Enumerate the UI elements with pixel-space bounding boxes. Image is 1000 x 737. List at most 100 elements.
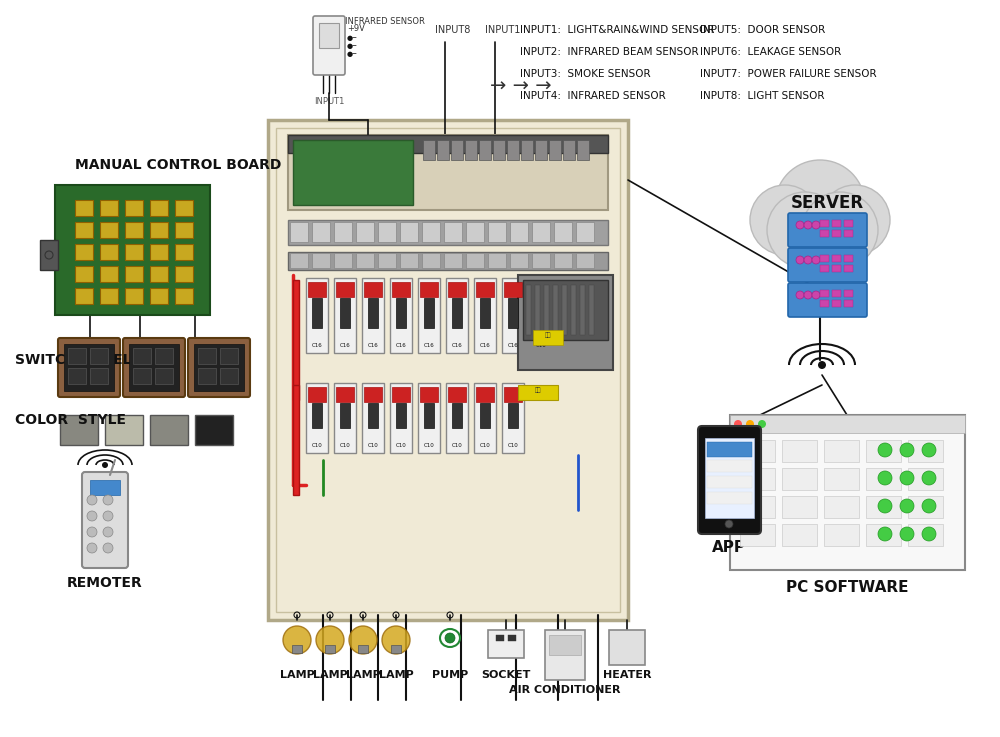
Bar <box>362 278 384 353</box>
Bar <box>466 253 484 268</box>
Bar <box>336 387 354 402</box>
FancyBboxPatch shape <box>698 426 761 534</box>
Bar <box>518 385 558 400</box>
Bar <box>293 280 299 400</box>
Bar <box>820 265 829 272</box>
Circle shape <box>349 626 377 654</box>
Circle shape <box>802 192 878 268</box>
Circle shape <box>87 495 97 505</box>
Bar <box>60 415 98 445</box>
Bar <box>75 200 93 216</box>
Bar <box>90 368 108 384</box>
Bar <box>820 290 829 297</box>
Text: C10: C10 <box>340 442 350 447</box>
Text: INPUT5:  DOOR SENSOR: INPUT5: DOOR SENSOR <box>700 25 825 35</box>
Bar <box>220 368 238 384</box>
Circle shape <box>87 527 97 537</box>
Text: C16: C16 <box>396 343 406 348</box>
Bar <box>423 140 435 160</box>
FancyBboxPatch shape <box>123 338 185 397</box>
Text: REMOTER: REMOTER <box>67 576 143 590</box>
Circle shape <box>102 462 108 468</box>
Bar <box>356 222 374 242</box>
Bar <box>100 200 118 216</box>
Bar <box>100 244 118 260</box>
Bar <box>437 140 449 160</box>
Text: SOCKET: SOCKET <box>481 670 531 680</box>
Bar <box>844 265 853 272</box>
Text: INFRARED SENSOR: INFRARED SENSOR <box>345 16 425 26</box>
Bar <box>824 496 859 518</box>
Bar <box>175 288 193 304</box>
FancyBboxPatch shape <box>58 338 120 397</box>
Text: LAMP: LAMP <box>313 670 347 680</box>
Bar <box>535 285 540 335</box>
Bar <box>832 290 841 297</box>
Text: HEATER: HEATER <box>603 670 651 680</box>
Bar <box>396 403 406 428</box>
Text: C10: C10 <box>424 442 434 447</box>
Bar <box>155 368 173 384</box>
Bar <box>268 120 628 620</box>
Bar <box>562 285 567 335</box>
Bar <box>451 140 463 160</box>
Bar <box>782 468 817 490</box>
Circle shape <box>790 215 850 275</box>
Bar <box>418 278 440 353</box>
Bar <box>707 492 752 504</box>
Bar <box>508 403 518 428</box>
Bar <box>510 253 528 268</box>
Circle shape <box>922 471 936 485</box>
Bar <box>908 524 943 546</box>
Bar <box>452 403 462 428</box>
Bar <box>390 383 412 453</box>
Text: C16: C16 <box>508 343 518 348</box>
Bar <box>175 222 193 238</box>
Bar <box>368 403 378 428</box>
Bar <box>64 344 114 391</box>
Text: INPUT2:  INFRARED BEAM SENSOR: INPUT2: INFRARED BEAM SENSOR <box>520 47 699 57</box>
Circle shape <box>804 221 812 229</box>
Bar <box>75 244 93 260</box>
Circle shape <box>758 420 766 428</box>
Bar <box>392 387 410 402</box>
Bar <box>824 524 859 546</box>
Bar <box>908 496 943 518</box>
Bar <box>198 348 216 364</box>
Bar <box>866 440 901 462</box>
Bar <box>40 240 58 270</box>
FancyBboxPatch shape <box>788 248 867 282</box>
Bar <box>782 496 817 518</box>
Bar <box>502 383 524 453</box>
Bar <box>90 480 120 495</box>
Circle shape <box>900 527 914 541</box>
Bar <box>465 140 477 160</box>
Bar <box>820 255 829 262</box>
Circle shape <box>878 499 892 513</box>
Bar <box>508 298 518 328</box>
Bar <box>150 288 168 304</box>
Bar <box>150 222 168 238</box>
Circle shape <box>812 291 820 299</box>
Bar <box>466 222 484 242</box>
Bar <box>508 635 516 641</box>
Bar <box>507 140 519 160</box>
Bar <box>418 383 440 453</box>
Bar <box>75 266 93 282</box>
Bar <box>362 383 384 453</box>
Bar <box>391 645 401 653</box>
Bar <box>474 278 496 353</box>
Bar <box>356 253 374 268</box>
Circle shape <box>283 626 311 654</box>
Bar <box>554 253 572 268</box>
Bar <box>553 285 558 335</box>
Bar <box>476 387 494 402</box>
Bar <box>474 383 496 453</box>
Bar <box>554 222 572 242</box>
Text: INPUT6:  LEAKAGE SENSOR: INPUT6: LEAKAGE SENSOR <box>700 47 841 57</box>
Bar <box>288 135 608 210</box>
Bar <box>576 222 594 242</box>
Bar <box>496 635 504 641</box>
Bar <box>378 222 396 242</box>
Circle shape <box>796 291 804 299</box>
